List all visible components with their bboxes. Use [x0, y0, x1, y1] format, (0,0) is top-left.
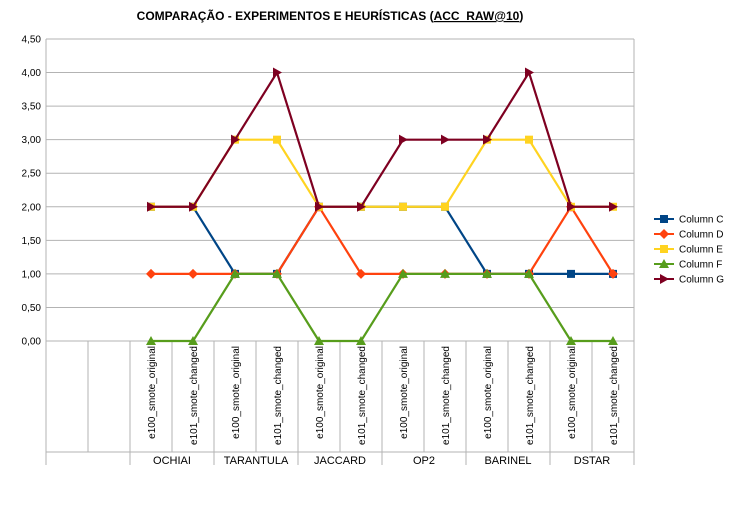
data-point: [567, 269, 575, 278]
data-point: [188, 336, 198, 345]
data-point: [566, 336, 576, 345]
x-tick-label: e101_smote_changed: [189, 346, 200, 445]
x-tick-label: e101_smote_changed: [525, 346, 536, 445]
data-point: [483, 134, 492, 145]
data-point: [608, 268, 618, 279]
data-point: [146, 336, 156, 345]
x-group-label: DSTAR: [574, 455, 611, 467]
data-point: [609, 201, 618, 212]
x-tick-label: e101_smote_changed: [273, 346, 284, 445]
x-group-label: OCHIAI: [153, 455, 191, 467]
data-point: [315, 201, 324, 212]
legend-label: Column E: [679, 245, 723, 256]
series-column-g: [147, 67, 618, 212]
legend-item: Column G: [654, 274, 724, 286]
data-point: [399, 134, 408, 145]
data-point: [525, 135, 533, 144]
series-column-f: [146, 268, 618, 345]
data-point: [525, 67, 534, 78]
data-point: [399, 202, 407, 211]
data-point: [440, 268, 450, 278]
data-point: [231, 134, 240, 145]
x-tick-label: e100_smote_original: [315, 346, 326, 439]
data-point: [398, 268, 408, 278]
legend-item: Column E: [654, 245, 723, 256]
legend-swatch-marker: [660, 215, 668, 223]
data-point: [273, 67, 282, 78]
series-line: [151, 205, 614, 275]
legend-swatch-marker: [659, 259, 669, 268]
legend-label: Column C: [679, 215, 723, 226]
legend-item: Column C: [654, 215, 723, 226]
data-point: [356, 268, 366, 279]
data-point: [146, 268, 156, 279]
data-point: [272, 268, 282, 278]
data-point: [189, 201, 198, 212]
x-tick-label: e101_smote_changed: [357, 346, 368, 445]
x-tick-label: e100_smote_original: [567, 346, 578, 439]
y-tick-label: 0,00: [22, 337, 42, 348]
data-point: [230, 268, 240, 278]
y-tick-label: 4,00: [22, 68, 42, 79]
x-tick-label: e100_smote_original: [231, 346, 242, 439]
x-group-label: TARANTULA: [224, 455, 289, 467]
data-point: [188, 268, 198, 279]
x-group-label: JACCARD: [314, 455, 366, 467]
y-tick-label: 2,50: [22, 169, 42, 180]
x-group-label: BARINEL: [484, 455, 531, 467]
data-point: [273, 135, 281, 144]
series-layer: [146, 67, 618, 345]
x-group-label: OP2: [413, 455, 435, 467]
legend-label: Column G: [679, 275, 724, 286]
y-tick-label: 2,00: [22, 202, 42, 213]
legend: Column C Column D Column E Column F Column G: [654, 215, 724, 286]
legend-label: Column F: [679, 260, 722, 271]
data-point: [441, 134, 450, 145]
legend-item: Column F: [654, 259, 722, 271]
legend-swatch-marker: [659, 229, 669, 239]
x-tick-label: e101_smote_changed: [441, 346, 452, 445]
x-tick-label: e100_smote_original: [147, 346, 158, 439]
x-tick-label: e100_smote_original: [483, 346, 494, 439]
y-tick-label: 4,50: [22, 35, 42, 46]
grid-layer: [45, 38, 635, 465]
series-line: [151, 71, 613, 208]
data-point: [524, 268, 534, 278]
data-point: [608, 336, 618, 345]
y-tick-label: 1,00: [22, 269, 42, 280]
data-point: [482, 268, 492, 278]
series-line: [151, 272, 613, 343]
data-point: [357, 201, 366, 212]
legend-swatch-marker: [660, 274, 669, 284]
y-tick-label: 3,50: [22, 102, 42, 113]
legend-swatch-marker: [660, 245, 668, 253]
chart-title: COMPARAÇÃO - EXPERIMENTOS E HEURÍSTICAS …: [137, 8, 524, 23]
data-point: [147, 201, 156, 212]
y-tick-label: 3,00: [22, 135, 42, 146]
x-tick-label: e100_smote_original: [399, 346, 410, 439]
data-point: [567, 201, 576, 212]
data-point: [314, 336, 324, 345]
legend-item: Column D: [654, 229, 723, 241]
y-tick-label: 1,50: [22, 236, 42, 247]
data-point: [356, 336, 366, 345]
data-point: [441, 202, 449, 211]
y-tick-label: 0,50: [22, 303, 42, 314]
axis-layer: 0,00 0,50 1,00 1,50 2,00 2,50 3,00 3,50 4,00 4,50…: [22, 35, 620, 468]
legend-label: Column D: [679, 230, 723, 241]
x-tick-label: e101_smote_changed: [609, 346, 620, 445]
